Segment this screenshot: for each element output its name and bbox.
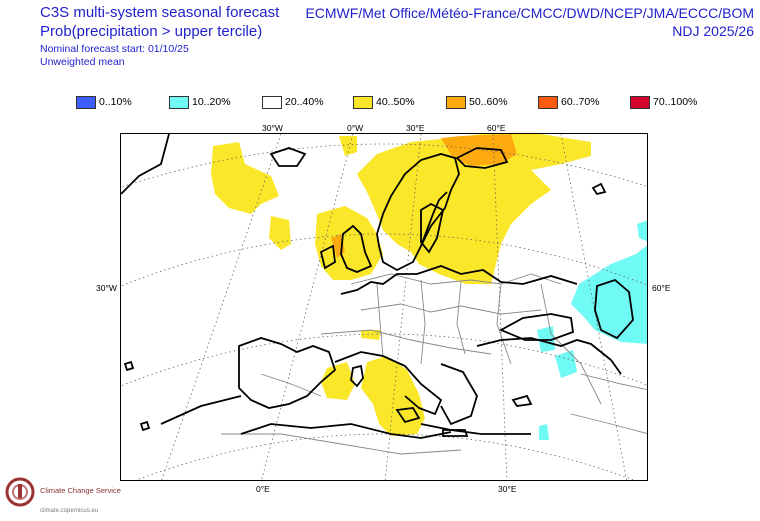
graticule	[121, 134, 647, 480]
legend-label: 50..60%	[469, 96, 508, 108]
legend-label: 20..40%	[285, 96, 324, 108]
lon-label-bottom: 30°E	[498, 484, 517, 494]
lon-label-top: 30°E	[406, 123, 425, 133]
legend-item: 40..50%	[353, 95, 415, 109]
lon-label-top: 60°E	[487, 123, 506, 133]
region-sardinia-corsica	[321, 362, 355, 400]
forecast-period: NDJ 2025/26	[672, 23, 754, 39]
lon-label-bottom: 0°E	[256, 484, 270, 494]
region-caspian-region	[571, 245, 647, 344]
forecast-map	[120, 133, 648, 481]
logo-url: climate.copernicus.eu	[40, 508, 99, 514]
legend-label: 0..10%	[99, 96, 132, 108]
legend-label: 40..50%	[376, 96, 415, 108]
legend-swatch	[630, 95, 650, 109]
probability-shading	[211, 134, 647, 440]
copernicus-logo: Climate Change Service climate.copernicu…	[4, 474, 124, 519]
region-barents-coast	[441, 134, 517, 166]
systems-block: ECMWF/Met Office/Météo-France/CMCC/DWD/N…	[305, 4, 754, 41]
mean-type: Unweighted mean	[40, 56, 125, 68]
legend-item: 60..70%	[538, 95, 600, 109]
legend-item: 0..10%	[76, 95, 132, 109]
variable-title: Prob(precipitation > upper tercile)	[40, 23, 263, 40]
region-italy-central-med	[361, 330, 381, 340]
legend-swatch	[169, 95, 189, 109]
lat-label-left: 30°W	[96, 283, 117, 293]
legend-swatch	[538, 95, 558, 109]
legend-item: 70..100%	[630, 95, 697, 109]
region-levant	[555, 350, 577, 378]
region-levant	[539, 424, 549, 440]
coastlines	[121, 134, 634, 439]
systems-list: ECMWF/Met Office/Météo-France/CMCC/DWD/N…	[305, 5, 754, 21]
region-scandinavia-north-russia	[357, 134, 591, 284]
legend-item: 10..20%	[169, 95, 231, 109]
legend-swatch	[353, 95, 373, 109]
region-north-atlantic-west	[211, 142, 279, 214]
country-borders	[221, 273, 647, 455]
legend-swatch	[76, 95, 96, 109]
legend-item: 20..40%	[262, 95, 324, 109]
lon-label-top: 0°W	[347, 123, 364, 133]
legend-swatch	[262, 95, 282, 109]
region-north-atlantic-west	[339, 136, 357, 156]
region-british-isles-north-sea	[315, 206, 383, 280]
lon-label-right: 60°E	[652, 283, 671, 293]
region-north-atlantic-west	[269, 216, 291, 250]
legend-item: 50..60%	[446, 95, 508, 109]
lon-label-top: 30°W	[262, 123, 283, 133]
map-canvas	[121, 134, 647, 480]
legend-swatch	[446, 95, 466, 109]
region-caspian-region	[637, 220, 647, 242]
region-italy-central-med	[361, 356, 425, 436]
legend-label: 10..20%	[192, 96, 231, 108]
title-block: C3S multi-system seasonal forecast Prob(…	[40, 4, 279, 69]
climate-service-icon	[5, 477, 35, 507]
logo-name: Climate Change Service	[40, 486, 121, 495]
forecast-start: Nominal forecast start: 01/10/25	[40, 43, 189, 55]
product-title: C3S multi-system seasonal forecast	[40, 4, 280, 21]
color-legend: 0..10% 10..20% 20..40% 40..50% 50..60% 6…	[76, 95, 716, 111]
legend-label: 70..100%	[653, 96, 698, 108]
legend-label: 60..70%	[561, 96, 600, 108]
